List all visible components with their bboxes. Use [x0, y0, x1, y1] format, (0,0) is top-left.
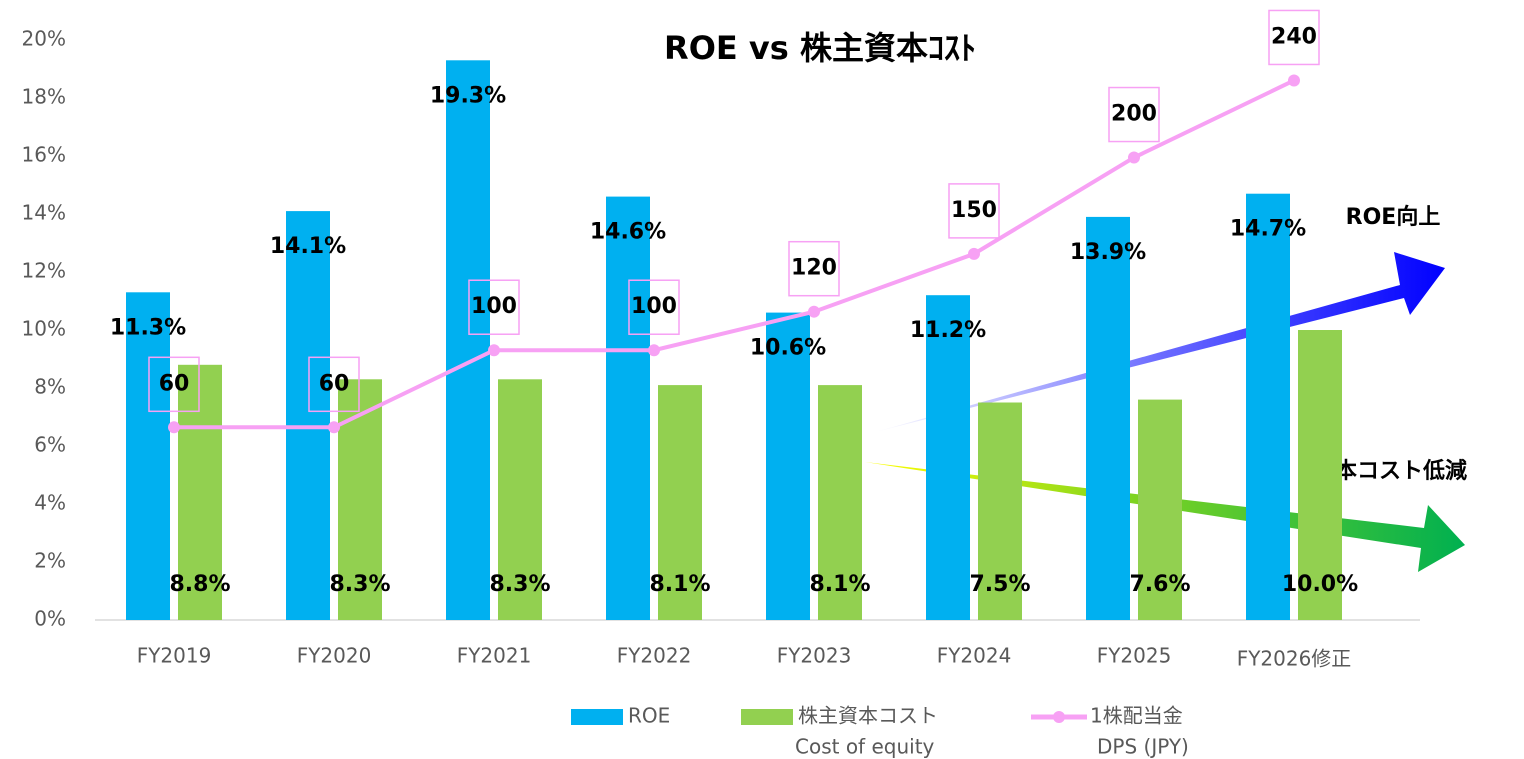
point	[168, 421, 180, 434]
data-label: 100	[471, 294, 517, 319]
data-label: 11.3%	[110, 315, 186, 340]
bar	[498, 379, 542, 620]
bar	[178, 364, 222, 620]
bar	[658, 385, 702, 620]
data-label: 8.3%	[329, 572, 390, 597]
bar	[286, 211, 330, 620]
label-box	[468, 279, 520, 335]
line	[174, 78, 1295, 430]
x-tick-label: FY2026修正	[1237, 647, 1352, 671]
label-box	[1108, 86, 1160, 143]
y-tick-label: 20%	[22, 27, 66, 51]
y-tick-label: 10%	[22, 317, 66, 341]
legend-label: 株主資本コスト	[798, 704, 938, 728]
x-tick-label: FY2023	[777, 644, 852, 668]
data-label: 7.6%	[1129, 572, 1190, 597]
legend-swatch	[1053, 711, 1065, 723]
bar	[926, 295, 970, 620]
data-label: 150	[951, 198, 997, 223]
data-label: 240	[1271, 24, 1317, 49]
data-label: 14.7%	[1230, 217, 1306, 242]
bar	[126, 292, 170, 620]
y-tick-label: 0%	[34, 607, 66, 631]
label-box	[788, 240, 840, 297]
bar	[1246, 193, 1290, 620]
legend-label: DPS (JPY)	[1097, 735, 1189, 759]
x-tick-label: FY2022	[617, 644, 692, 668]
bar	[978, 402, 1022, 620]
bar	[606, 196, 650, 620]
data-label: 7.5%	[969, 572, 1030, 597]
data-label: 14.1%	[270, 234, 346, 259]
data-label: 19.3%	[430, 83, 506, 108]
data-label: 60	[159, 371, 190, 396]
y-tick-label: 14%	[22, 201, 66, 225]
point	[968, 247, 980, 260]
data-label: 13.9%	[1070, 240, 1146, 265]
data-label: 8.8%	[169, 572, 230, 597]
chart-title: ROE vs 株主資本ｺｽﾄ	[664, 29, 976, 67]
x-tick-label: FY2019	[137, 644, 212, 668]
data-label: 60	[319, 371, 350, 396]
y-tick-label: 12%	[22, 259, 66, 283]
x-tick-label: FY2020	[297, 644, 372, 668]
data-label: 120	[791, 256, 837, 281]
x-tick-label: FY2021	[457, 644, 532, 668]
bar	[1298, 330, 1342, 620]
label-box	[308, 356, 360, 413]
y-tick-label: 16%	[22, 143, 66, 167]
data-label: 8.1%	[809, 572, 870, 597]
label-box	[148, 356, 200, 413]
x-tick-label: FY2025	[1097, 644, 1172, 668]
x-tick-label: FY2024	[937, 644, 1012, 668]
data-label: 100	[631, 294, 677, 319]
legend-swatch	[741, 709, 793, 725]
legend-swatch	[571, 709, 623, 725]
label-box	[1268, 9, 1320, 66]
point	[808, 305, 820, 318]
legend: ROE 株主資本コスト Cost of equity 1株配当金 DPS (JP…	[571, 704, 1189, 759]
point	[1128, 151, 1140, 164]
label-box	[948, 183, 1000, 239]
bar	[818, 385, 862, 620]
y-tick-label: 6%	[34, 433, 66, 457]
label-box	[628, 279, 680, 335]
point	[648, 344, 660, 357]
data-label: 8.1%	[649, 572, 710, 597]
y-tick-label: 8%	[34, 375, 66, 399]
bar	[1086, 216, 1130, 620]
data-label: 8.3%	[489, 572, 550, 597]
legend-label: ROE	[628, 704, 670, 728]
bar	[766, 312, 810, 620]
point	[1288, 74, 1300, 87]
annotation: ROE向上	[1346, 204, 1441, 230]
data-label: 10.0%	[1282, 572, 1358, 597]
point	[488, 344, 500, 357]
data-label: 14.6%	[590, 220, 666, 245]
y-tick-label: 18%	[22, 85, 66, 109]
legend-label: Cost of equity	[795, 735, 935, 759]
bar	[1138, 399, 1182, 620]
y-tick-label: 4%	[34, 491, 66, 515]
bar	[338, 379, 382, 620]
data-label: 200	[1111, 102, 1157, 127]
y-tick-label: 2%	[34, 549, 66, 573]
point	[328, 421, 340, 434]
data-label: 11.2%	[910, 318, 986, 343]
bar	[446, 60, 490, 621]
data-label: 10.6%	[750, 336, 826, 361]
legend-label: 1株配当金	[1090, 704, 1183, 728]
